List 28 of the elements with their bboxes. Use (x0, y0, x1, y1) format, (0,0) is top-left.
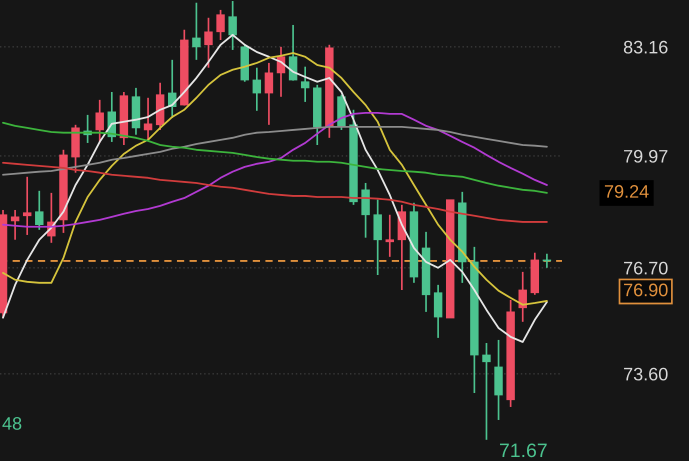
candlestick (542, 252, 552, 269)
y-tick-label: 83.16 (624, 40, 668, 54)
candlestick (300, 66, 310, 103)
y-tick-label: 76.70 (624, 262, 668, 274)
text: 79.24 (604, 185, 649, 198)
y-tick-label: 79.97 (624, 150, 668, 163)
candlestick (22, 176, 32, 236)
candlestick (216, 9, 225, 41)
annotation: 71.67 (500, 443, 547, 458)
candlestick (482, 342, 491, 441)
candlestick (228, 0, 237, 51)
annotation: 48 (2, 417, 22, 430)
candlestick (144, 96, 152, 141)
candlestick (35, 190, 44, 231)
line-series (2, 122, 548, 194)
candlestick (192, 2, 201, 61)
line-series (2, 162, 548, 223)
candlestick (264, 62, 274, 126)
ref-line-label: 76.90 (624, 284, 668, 296)
candlestick (95, 99, 104, 144)
candlestick (252, 66, 262, 112)
candlestick (386, 214, 394, 258)
candlestick (518, 271, 527, 323)
candlestick (10, 209, 20, 241)
line-series (2, 126, 548, 176)
candlestick (204, 16, 213, 69)
y-tick-label: 73.60 (624, 368, 668, 381)
candlestick (288, 24, 298, 82)
